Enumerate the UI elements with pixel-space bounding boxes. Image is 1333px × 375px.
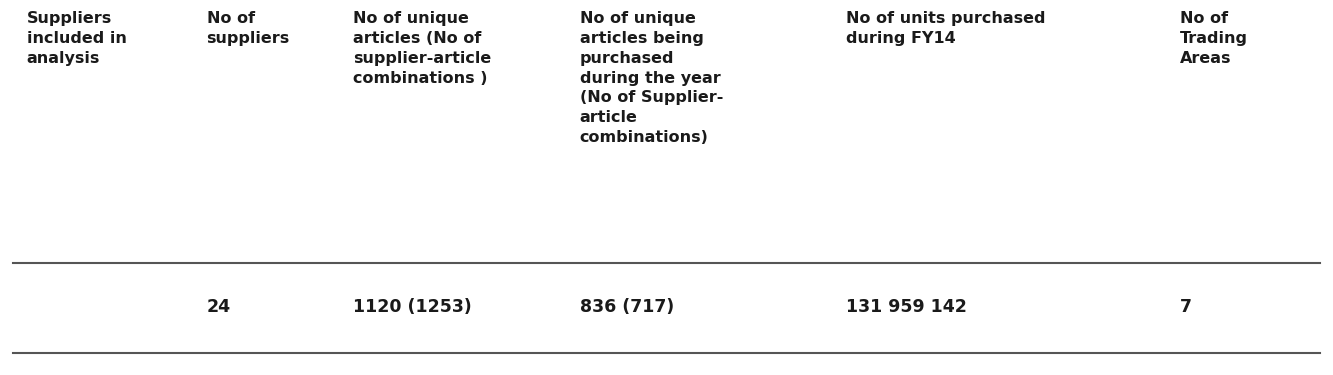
Text: No of
suppliers: No of suppliers	[207, 11, 289, 46]
Text: 836 (717): 836 (717)	[580, 298, 674, 316]
Text: No of unique
articles (No of
supplier-article
combinations ): No of unique articles (No of supplier-ar…	[353, 11, 492, 86]
Text: 7: 7	[1180, 298, 1192, 316]
Text: No of units purchased
during FY14: No of units purchased during FY14	[846, 11, 1046, 46]
Text: 131 959 142: 131 959 142	[846, 298, 968, 316]
Text: No of
Trading
Areas: No of Trading Areas	[1180, 11, 1248, 66]
Text: Suppliers
included in
analysis: Suppliers included in analysis	[27, 11, 127, 66]
Text: 1120 (1253): 1120 (1253)	[353, 298, 472, 316]
Text: No of unique
articles being
purchased
during the year
(No of Supplier-
article
c: No of unique articles being purchased du…	[580, 11, 724, 145]
Text: 24: 24	[207, 298, 231, 316]
